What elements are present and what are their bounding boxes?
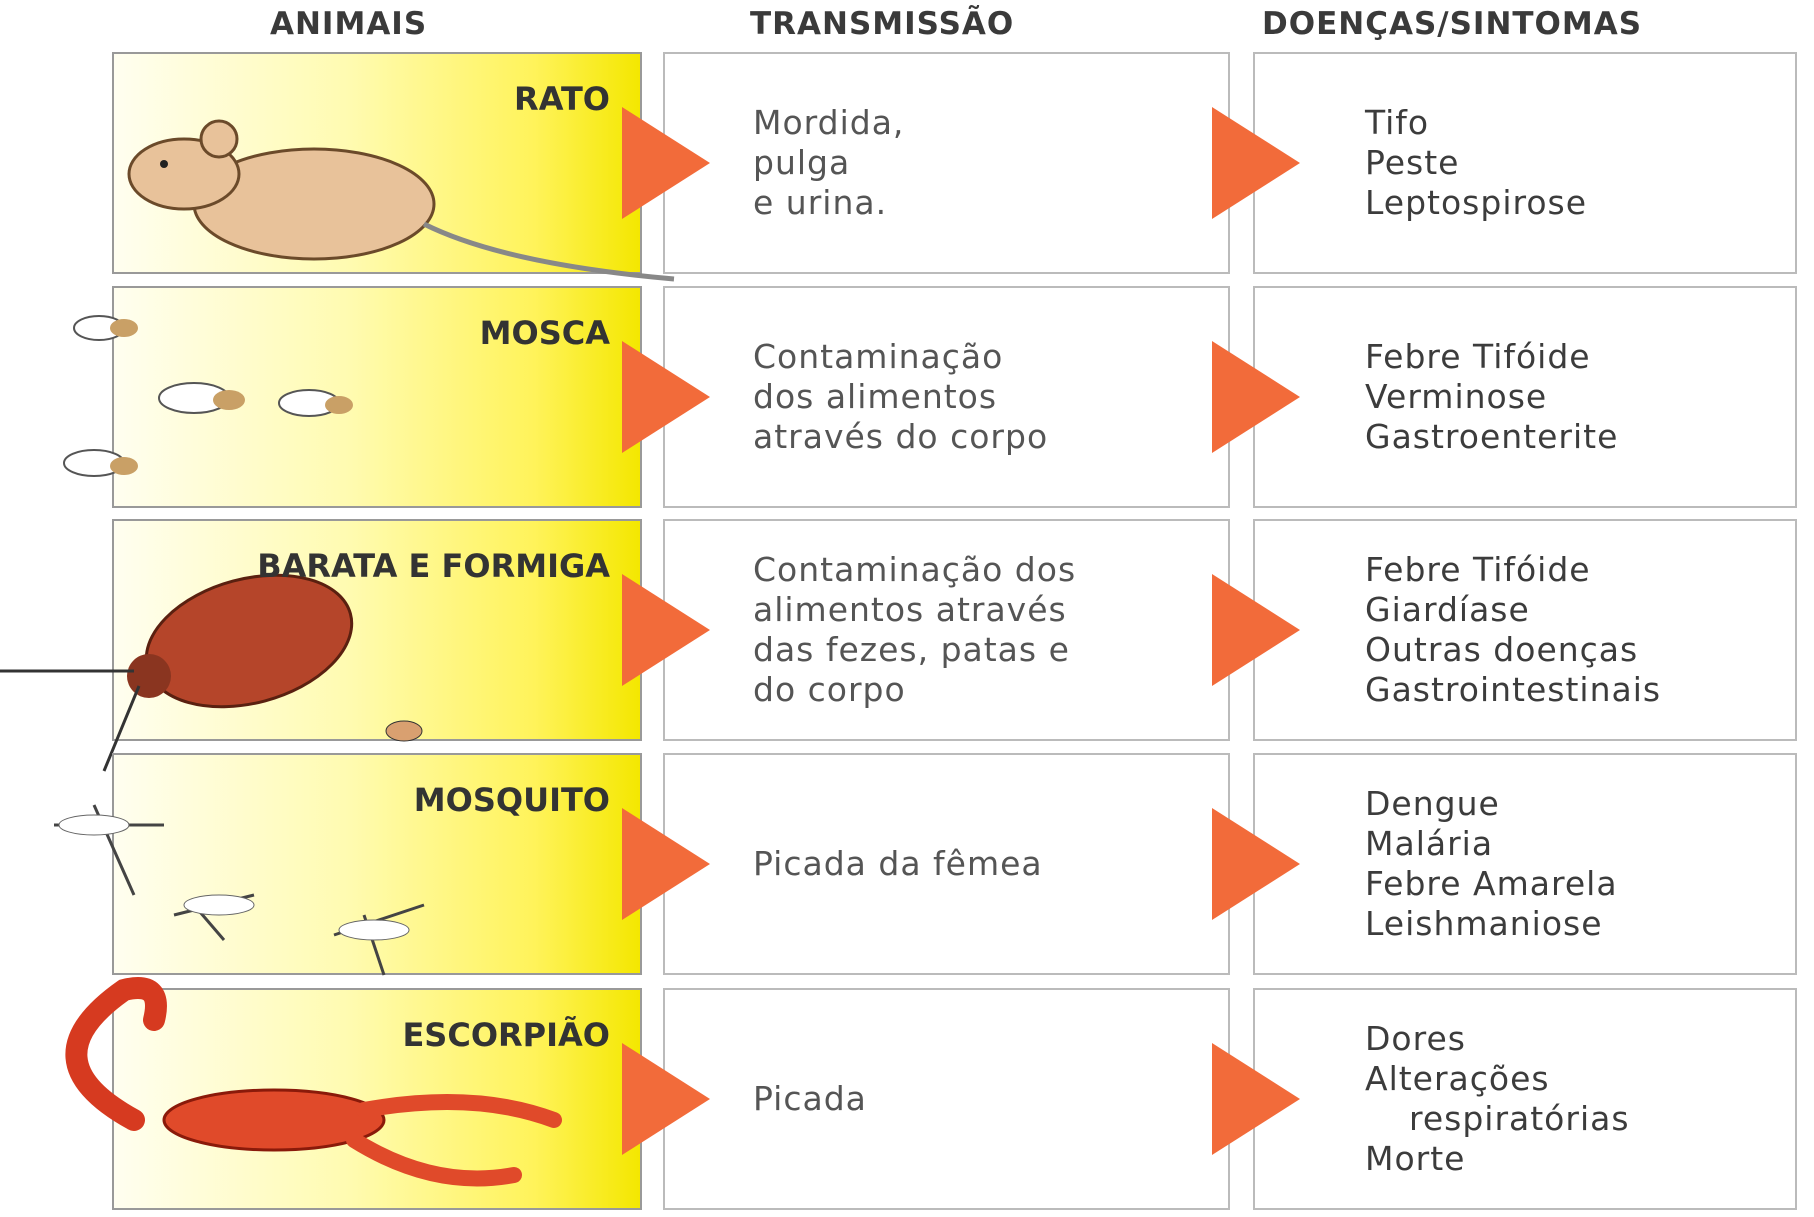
- text-line: Giardíase: [1365, 590, 1530, 629]
- animal-box: RATO: [112, 52, 675, 282]
- text-line: Outras doenças: [1365, 630, 1639, 669]
- transmission-box: Picada: [663, 988, 1230, 1210]
- text-line: Verminose: [1365, 377, 1548, 416]
- text-line: Alterações: [1365, 1059, 1550, 1098]
- text-line: das fezes, patas e: [753, 630, 1070, 669]
- diseases-text: Tifo Peste Leptospirose: [1365, 103, 1587, 223]
- diseases-text: Febre Tifóide Verminose Gastroenterite: [1365, 337, 1618, 457]
- diseases-box: Febre Tifóide Verminose Gastroenterite: [1253, 286, 1797, 508]
- text-line: Picada da fêmea: [753, 844, 1043, 883]
- animal-box: ESCORPIÃO: [65, 977, 642, 1210]
- animal-name: BARATA E FORMIGA: [257, 547, 610, 585]
- animal-illustration: [63, 315, 353, 477]
- text-line: Picada: [753, 1079, 867, 1118]
- animal-illustration: [0, 573, 423, 772]
- arrow: [1212, 341, 1300, 453]
- animal-illustration: [54, 804, 425, 976]
- text-line: pulga: [753, 143, 851, 182]
- diseases-box: Tifo Peste Leptospirose: [1253, 52, 1797, 274]
- column-header: TRANSMISSÃO: [750, 6, 1015, 42]
- transmission-text: Contaminação dos alimentos através do corp…: [753, 337, 1048, 457]
- animal-name: ESCORPIÃO: [402, 1016, 610, 1054]
- diseases-text: Dores Alterações respiratórias Morte: [1365, 1019, 1630, 1179]
- text-line: dos alimentos: [753, 377, 998, 416]
- diseases-text: Febre Tifóide Giardíase Outras doenças Gast…: [1365, 550, 1661, 710]
- arrow: [1212, 107, 1300, 219]
- text-line: Gastrointestinais: [1365, 670, 1662, 709]
- animal-name: MOSCA: [479, 314, 610, 352]
- diseases-text: Dengue Malária Febre Amarela Leishmaniose: [1365, 784, 1618, 944]
- arrow: [622, 341, 710, 453]
- text-line: Dores: [1365, 1019, 1466, 1058]
- arrow: [1212, 574, 1300, 686]
- text-line: Febre Tifóide: [1365, 337, 1591, 376]
- text-line: Leptospirose: [1365, 183, 1588, 222]
- diseases-box: Dores Alterações respiratórias Morte: [1253, 988, 1797, 1210]
- text-line: Contaminação: [753, 337, 1004, 376]
- animal-box: BARATA E FORMIGA: [0, 519, 642, 772]
- text-line: Contaminação dos: [753, 550, 1077, 589]
- diseases-box: Febre Tifóide Giardíase Outras doenças Gast…: [1253, 519, 1797, 741]
- text-line: respiratórias: [1409, 1099, 1630, 1138]
- transmission-box: Contaminação dos alimentos através do corp…: [663, 286, 1230, 508]
- text-line: alimentos através: [753, 590, 1067, 629]
- transmission-box: Contaminação dos alimentos através das fez…: [663, 519, 1230, 741]
- text-line: Gastroenterite: [1365, 417, 1619, 456]
- animal-name: RATO: [514, 80, 610, 118]
- text-line: Leishmaniose: [1365, 904, 1603, 943]
- transmission-text: Mordida, pulga e urina.: [753, 103, 904, 223]
- text-line: através do corpo: [753, 417, 1049, 456]
- text-line: Morte: [1365, 1139, 1466, 1178]
- animal-illustration: [127, 119, 675, 282]
- arrow: [622, 1043, 710, 1155]
- animal-box: MOSCA: [63, 286, 642, 508]
- text-line: Tifo: [1365, 103, 1430, 142]
- arrow: [622, 574, 710, 686]
- animal-illustration: [65, 977, 562, 1187]
- transmission-text: Contaminação dos alimentos através das fez…: [753, 550, 1076, 710]
- transmission-box: Mordida, pulga e urina.: [663, 52, 1230, 274]
- arrow: [622, 107, 710, 219]
- text-line: Febre Amarela: [1365, 864, 1618, 903]
- transmission-text: Picada: [753, 1079, 867, 1119]
- text-line: e urina.: [753, 183, 888, 222]
- arrow: [1212, 808, 1300, 920]
- animal-name: MOSQUITO: [413, 781, 610, 819]
- column-header: DOENÇAS/SINTOMAS: [1262, 6, 1643, 42]
- text-line: Dengue: [1365, 784, 1500, 823]
- text-line: Malária: [1365, 824, 1494, 863]
- text-line: Febre Tifóide: [1365, 550, 1591, 589]
- text-line: Peste: [1365, 143, 1460, 182]
- column-header: ANIMAIS: [270, 6, 428, 42]
- text-line: do corpo: [753, 670, 906, 709]
- arrow: [622, 808, 710, 920]
- diseases-box: Dengue Malária Febre Amarela Leishmaniose: [1253, 753, 1797, 975]
- arrow: [1212, 1043, 1300, 1155]
- transmission-text: Picada da fêmea: [753, 844, 1043, 884]
- text-line: Mordida,: [753, 103, 905, 142]
- animal-box: MOSQUITO: [54, 753, 642, 976]
- transmission-box: Picada da fêmea: [663, 753, 1230, 975]
